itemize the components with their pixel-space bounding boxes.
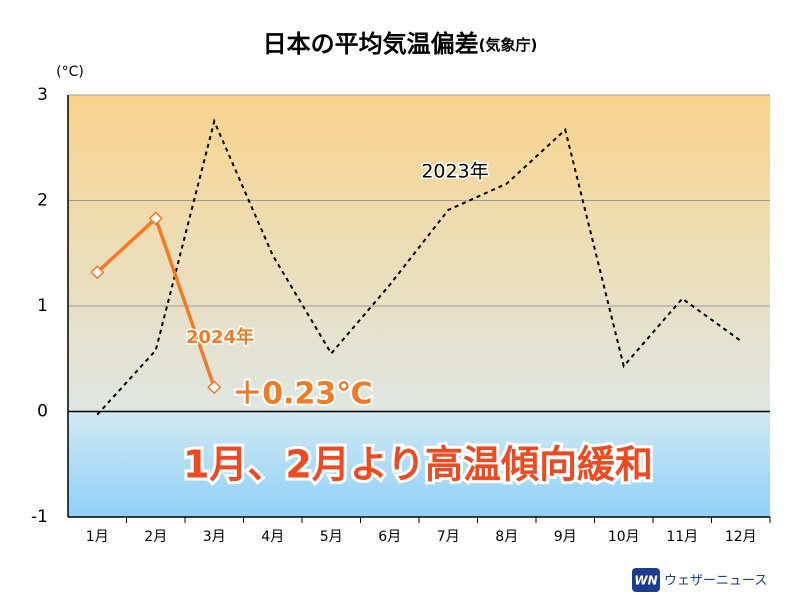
value-label: ＋0.23℃ [232, 377, 372, 412]
logo-text: ウェザーニュース [664, 574, 767, 589]
y-tick-label: 3 [37, 85, 48, 105]
y-unit: (°C) [56, 64, 84, 80]
x-tick-label: 10月 [608, 529, 640, 545]
data-point [90, 265, 105, 280]
title: 日本の平均気温偏差 [263, 30, 479, 58]
subtitle: (気象庁) [479, 36, 538, 54]
x-tick-label: 8月 [495, 529, 518, 545]
y-tick-label: 0 [37, 402, 48, 422]
plot-background [68, 95, 770, 517]
logo-mark: WN [634, 574, 657, 588]
data-point [148, 211, 163, 226]
y-tick-label: 2 [37, 191, 48, 211]
x-tick-label: 12月 [725, 529, 757, 545]
x-tick-label: 3月 [203, 529, 226, 545]
x-tick-label: 9月 [554, 529, 577, 545]
x-tick-label: 5月 [320, 529, 343, 545]
warm-zone [68, 95, 770, 412]
x-tick-label: 4月 [261, 529, 284, 545]
x-tick-label: 7月 [437, 529, 460, 545]
annotation: 1月、2月より高温傾向緩和 [183, 443, 653, 487]
chart-title: 日本の平均気温偏差(気象庁) [263, 30, 538, 58]
series-label: 2024年 [186, 326, 254, 348]
x-tick-label: 1月 [86, 529, 109, 545]
x-tick-label: 11月 [666, 529, 698, 545]
x-tick-label: 6月 [378, 529, 401, 545]
logo: WN ウェザーニュース [632, 568, 767, 592]
y-tick-label: 1 [37, 296, 48, 316]
data-point [207, 380, 222, 395]
logo-mark-bg [632, 568, 660, 592]
series-label: 2023年 [421, 161, 488, 183]
cool-zone [68, 411, 770, 517]
x-tick-label: 2月 [144, 529, 167, 545]
series-line [96, 118, 742, 416]
y-tick-label: -1 [31, 507, 48, 527]
